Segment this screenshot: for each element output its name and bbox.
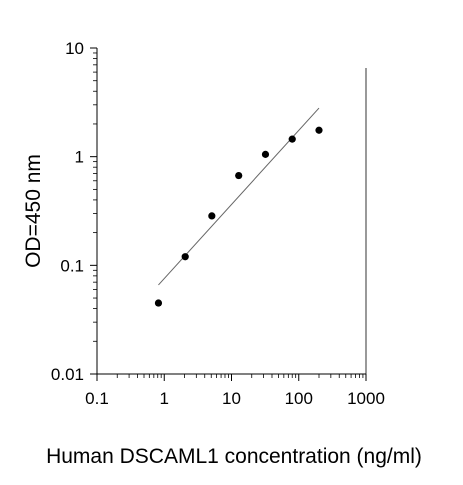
y-tick-label: 0.01 — [51, 365, 84, 384]
x-tick-label: 1000 — [347, 389, 385, 408]
data-point — [315, 126, 323, 134]
y-tick-label: 10 — [65, 39, 84, 58]
data-point — [181, 253, 189, 261]
x-tick-label: 10 — [222, 389, 241, 408]
x-tick-label: 0.1 — [85, 389, 109, 408]
points-layer — [154, 126, 323, 307]
y-tick-label: 0.1 — [60, 256, 84, 275]
data-point — [261, 150, 270, 158]
plot-frame — [96, 48, 367, 375]
x-tick-label: 100 — [285, 389, 313, 408]
y-tick-label: 1 — [75, 148, 84, 167]
x-axis-title: Human DSCAML1 concentration (ng/ml) — [46, 445, 422, 468]
y-axis-title: OD=450 nm — [22, 154, 45, 268]
data-point — [208, 212, 216, 220]
data-point — [154, 299, 163, 307]
data-point — [288, 135, 296, 143]
x-tick-label: 1 — [160, 389, 169, 408]
data-point — [235, 171, 243, 180]
